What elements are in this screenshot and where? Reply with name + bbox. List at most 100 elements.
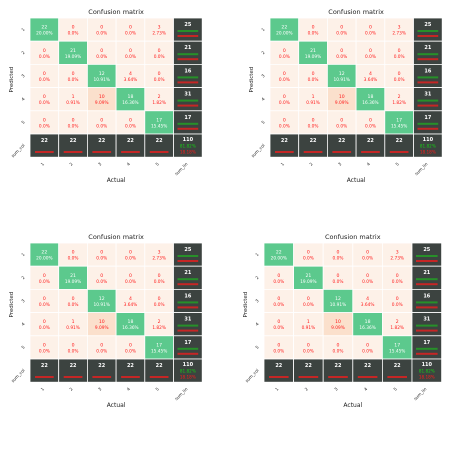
cell-percent: 0.0% [273,325,284,331]
cell-count: 0 [366,250,369,256]
col-sum-red-mark [389,151,409,153]
row-sum-green-mark [177,278,199,281]
cell-count: 0 [277,273,280,279]
cell-percent: 16.36% [122,100,138,106]
cell-count: 12 [99,71,105,77]
total-accuracy: 81.82% [420,144,436,149]
cell-percent: 0.0% [362,279,373,285]
cell-count: 0 [72,342,75,348]
x-tick-label: 5 [154,161,160,167]
y-tick-label: 2 [260,50,266,56]
y-axis-label: Predicted [9,67,15,93]
cell-percent: 0.0% [365,123,376,129]
col-sum-red-mark [35,151,54,153]
cell-count: 12 [339,71,345,77]
cell-percent: 3.64% [124,77,138,83]
cell-percent: 3.64% [364,77,378,83]
cell-percent: 0.0% [154,279,165,285]
cell-count: 10 [99,94,105,100]
x-tick-label: 1 [40,386,46,392]
col-sum-red-mark [298,376,319,378]
col-sum-red-mark [303,151,323,153]
x-tick-label: 1 [274,386,280,392]
cell-count: 0 [283,71,286,77]
cell-percent: 0.0% [125,54,136,60]
cell-percent: 0.0% [125,279,136,285]
x-tick-label: 1 [40,161,46,167]
row-sum-value: 21 [423,270,430,276]
cell-count: 0 [129,342,132,348]
cell-count: 0 [43,273,46,279]
cell-percent: 16.36% [359,325,375,331]
total-error: 18.18% [420,150,436,155]
cell-count: 0 [100,250,103,256]
cell-count: 0 [398,48,401,54]
cell-percent: 0.0% [308,123,319,129]
cell-percent: 15.45% [151,348,167,354]
cell-count: 0 [72,71,75,77]
x-tick-label: 4 [126,386,132,392]
cell-count: 0 [158,48,161,54]
row-sum-value: 21 [184,270,191,276]
row-sum-red-mark [177,283,199,286]
row-sum-red-mark [177,352,199,355]
cell-count: 0 [100,342,103,348]
y-tick-label: 4 [260,96,266,102]
cell-count: 18 [128,94,134,100]
cell-percent: 15.45% [151,123,167,129]
y-tick-label: 4 [254,321,260,327]
row-sum-red-mark [177,81,199,84]
chart-title: Confusion matrix [328,8,384,16]
cell-count: 0 [369,48,372,54]
row-sum-red-mark [416,283,438,286]
cell-count: 0 [43,296,46,302]
cell-count: 0 [396,273,399,279]
cell-percent: 0.0% [333,348,344,354]
x-tick-label: 4 [366,161,372,167]
row-sum-value: 17 [424,115,431,121]
cell-percent: 0.0% [154,302,165,308]
cell-count: 0 [337,342,340,348]
cell-count: 2 [398,94,401,100]
col-sum-value: 22 [70,363,77,369]
row-sum-value: 16 [184,68,191,74]
total-accuracy: 81.82% [419,369,435,374]
x-axis-label: Actual [343,402,362,409]
cell-count: 10 [339,94,345,100]
cell-percent: 0.0% [96,256,107,262]
cell-percent: 0.0% [394,77,405,83]
cell-count: 0 [312,117,315,123]
cell-count: 0 [337,273,340,279]
cell-percent: 0.91% [66,100,80,106]
cell-count: 17 [396,117,402,123]
cell-percent: 0.0% [392,302,403,308]
cell-percent: 0.0% [279,54,290,60]
cell-percent: 0.0% [96,348,107,354]
row-sum-green-mark [417,122,439,125]
cell-percent: 0.0% [365,31,376,37]
x-tick-label: sum_lin [174,161,189,176]
cell-count: 12 [99,296,105,302]
col-sum-red-mark [63,376,83,378]
cell-percent: 0.0% [39,348,50,354]
cell-percent: 0.0% [336,54,347,60]
row-sum-red-mark [177,329,199,332]
total-accuracy: 81.82% [180,144,196,149]
x-tick-label: 5 [394,161,400,167]
cell-count: 0 [340,25,343,31]
x-tick-label: 2 [308,161,314,167]
cell-percent: 2.73% [390,256,404,262]
cell-count: 0 [43,94,46,100]
y-tick-label: 5 [20,344,26,350]
row-sum-red-mark [417,127,439,130]
cell-count: 0 [340,117,343,123]
cell-count: 0 [129,250,132,256]
cell-percent: 0.0% [96,279,107,285]
x-tick-label: 5 [154,386,160,392]
col-sum-value: 22 [394,363,401,369]
y-tick-label: 3 [20,298,26,304]
y-tick-label: 5 [260,119,266,125]
cell-percent: 0.91% [306,100,320,106]
col-sum-red-mark [149,151,169,153]
col-sum-value: 22 [364,363,371,369]
